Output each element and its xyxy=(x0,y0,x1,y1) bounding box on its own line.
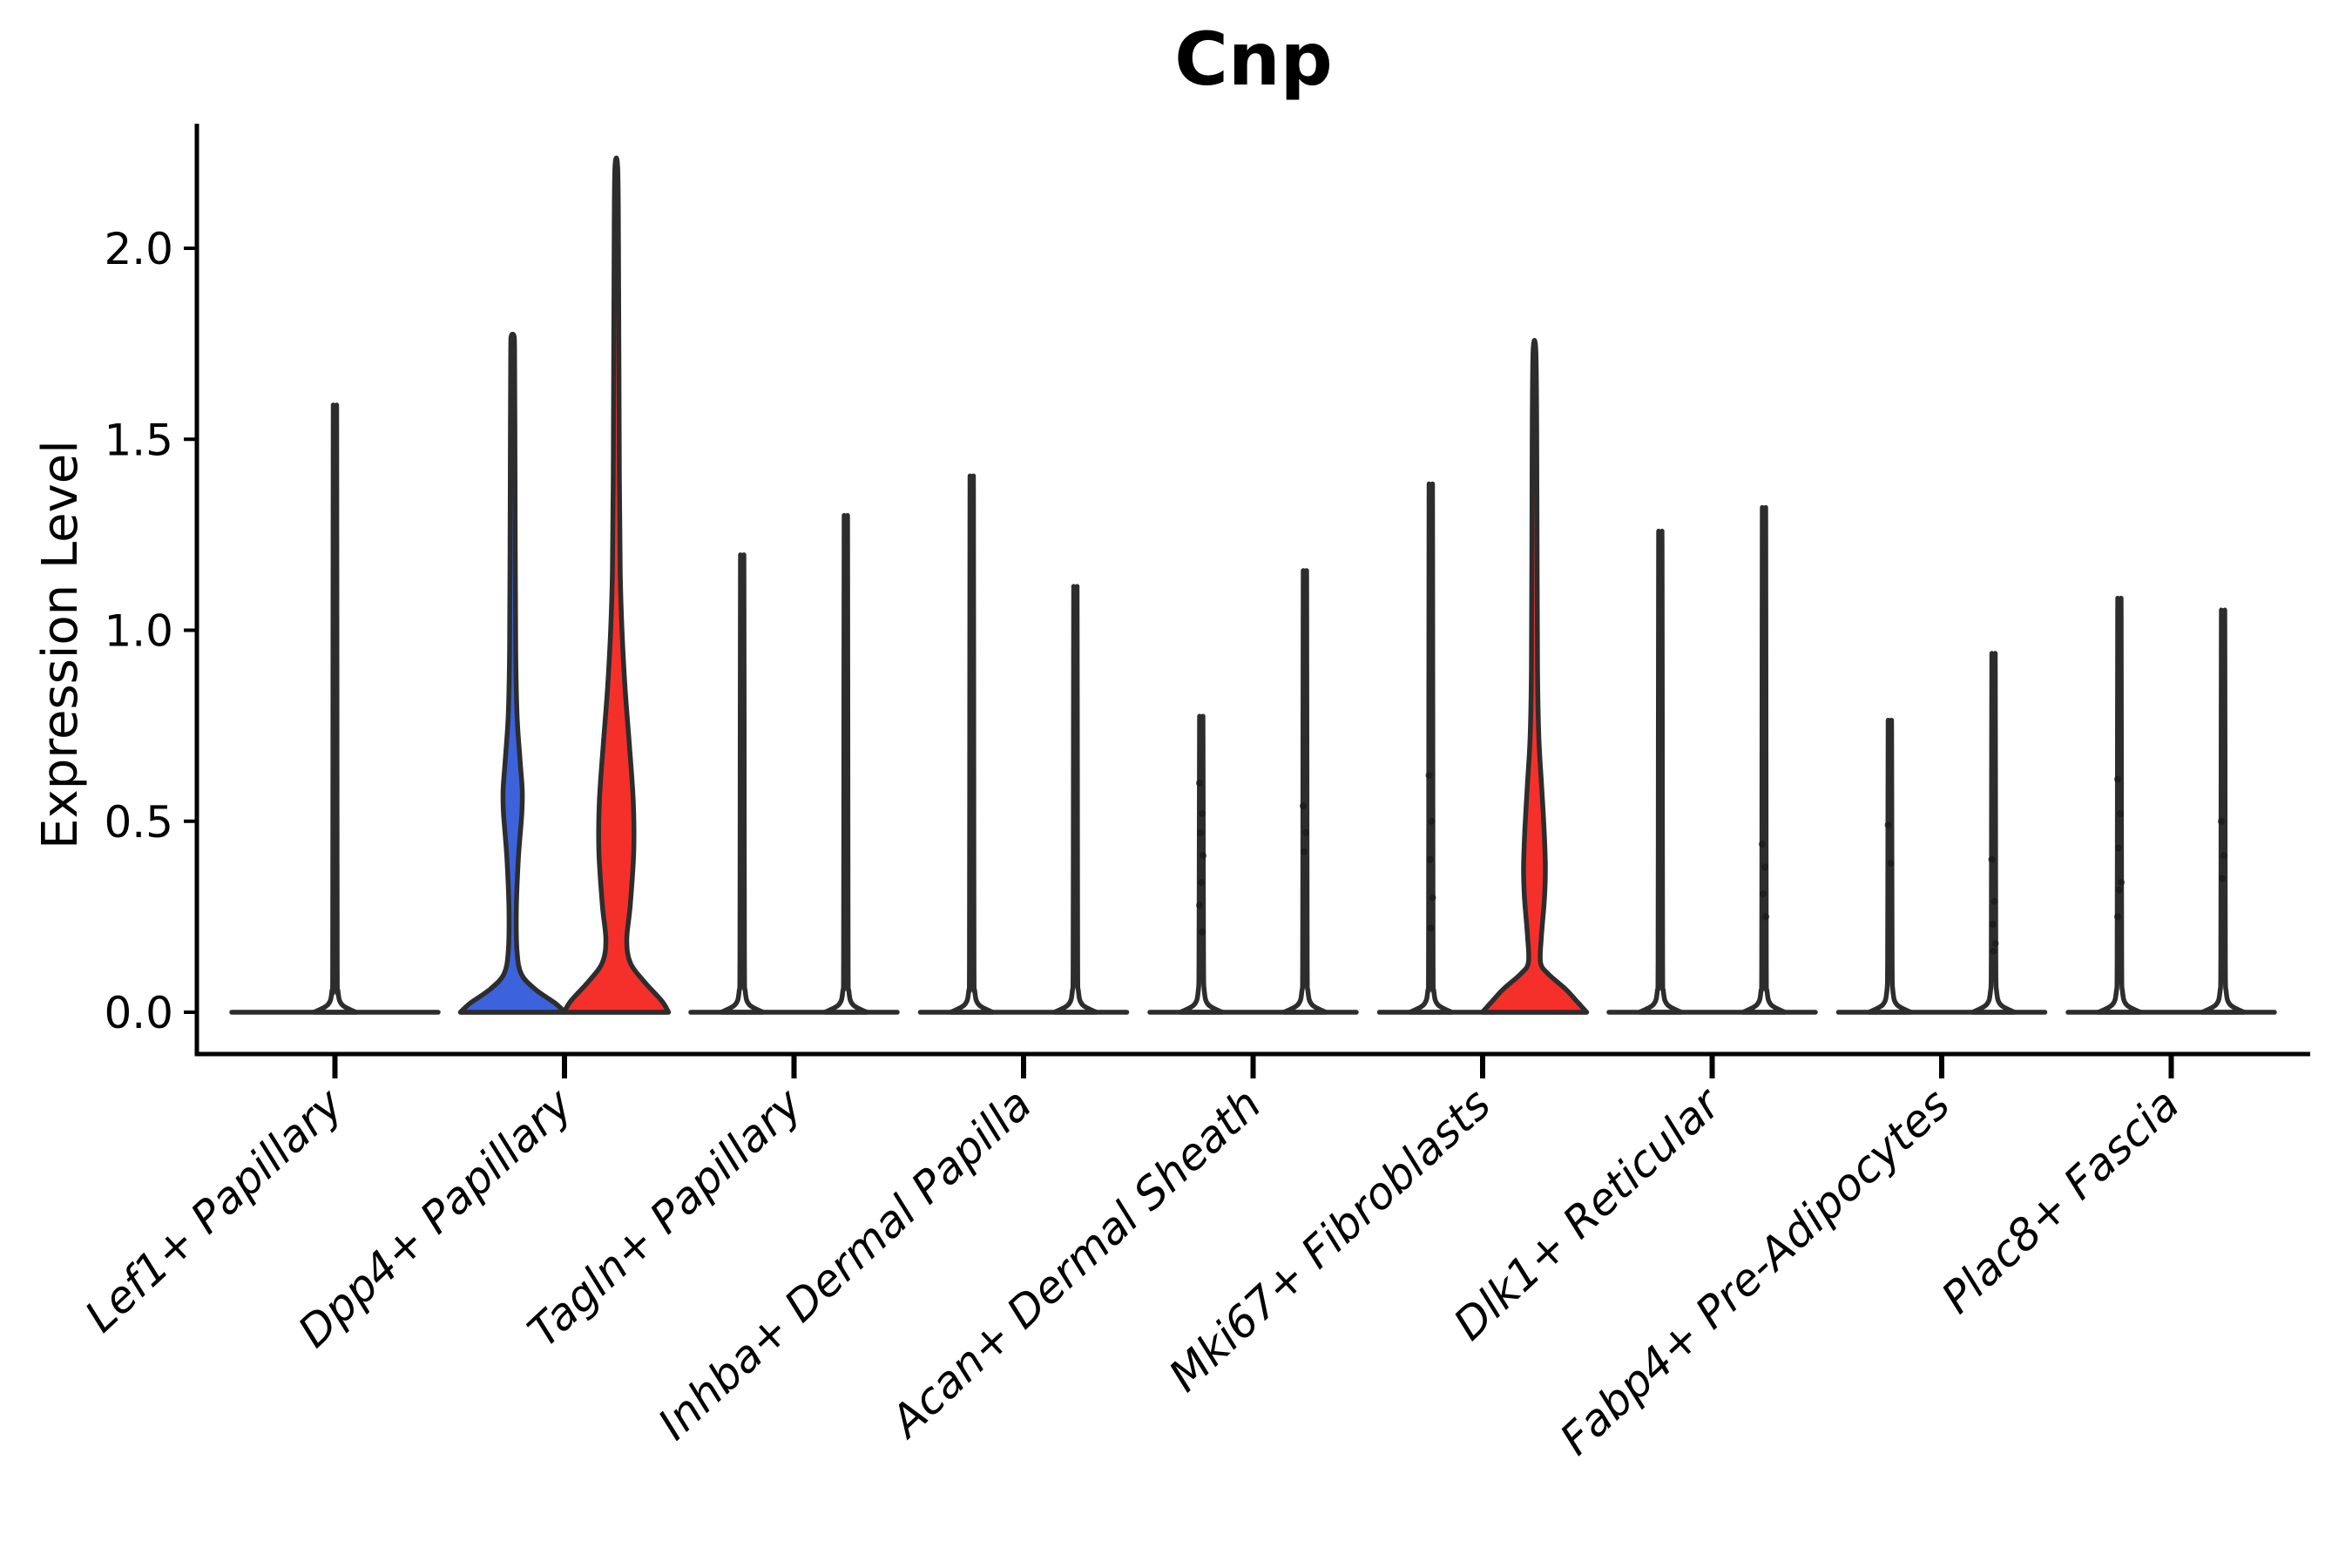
cell-dot xyxy=(1196,902,1203,909)
violin-spike xyxy=(1281,568,1328,1015)
cell-dot xyxy=(2220,852,2227,860)
x-category-label: Inhba+ Dermal Papilla xyxy=(649,1078,1042,1450)
cell-dot xyxy=(1989,921,1997,929)
cell-dot xyxy=(1762,913,1769,921)
cell-dot xyxy=(2117,809,2124,817)
cell-dot xyxy=(2116,886,2123,894)
y-tick-label: 2.0 xyxy=(104,224,173,274)
cell-dot xyxy=(1197,828,1204,836)
x-category-label: Fabp4+ Pre-Adipocytes xyxy=(1551,1078,1959,1464)
cell-dot xyxy=(1759,841,1766,848)
y-tick-label: 1.0 xyxy=(104,606,173,657)
y-tick-label: 1.5 xyxy=(104,415,173,465)
violin-spike xyxy=(1637,529,1684,1015)
violin-spike xyxy=(2200,607,2247,1015)
violin-red xyxy=(1479,338,1590,1015)
violin-spike xyxy=(1407,481,1455,1015)
violin-spike xyxy=(1178,713,1225,1015)
cell-dot xyxy=(1300,802,1307,810)
violin-spike xyxy=(311,402,359,1015)
cell-dot xyxy=(2114,775,2121,783)
violin-blue xyxy=(457,332,568,1015)
cell-dot xyxy=(2115,844,2122,852)
chart-title: Cnp xyxy=(1174,17,1333,102)
cell-dot xyxy=(2118,878,2125,886)
cell-dot xyxy=(1887,859,1895,867)
cell-dot xyxy=(1761,863,1768,871)
x-category-label: Acan+ Dermal Sheath xyxy=(880,1078,1271,1448)
violin-spike xyxy=(1970,651,2017,1015)
cell-dot xyxy=(1429,894,1436,902)
y-tick-label: 0.0 xyxy=(104,988,173,1038)
y-axis-label: Expression Level xyxy=(32,440,89,849)
violin-spike xyxy=(719,552,766,1015)
y-tick-label: 0.5 xyxy=(104,797,173,848)
cell-dot xyxy=(1200,852,1206,860)
cell-dot xyxy=(1302,828,1309,836)
violin-red xyxy=(561,155,672,1015)
cell-dot xyxy=(2218,817,2225,825)
cell-dot xyxy=(1991,940,1999,948)
cell-dot xyxy=(1428,817,1436,825)
x-category-label: Plac8+ Fascia xyxy=(1932,1078,2189,1323)
cell-dot xyxy=(1427,924,1435,932)
cell-dot xyxy=(1990,897,1998,905)
violin-spike xyxy=(948,473,996,1015)
violin-spike xyxy=(822,513,869,1015)
violin-spike xyxy=(2096,596,2143,1015)
cell-dot xyxy=(1988,855,1996,863)
violin-spike xyxy=(1740,504,1788,1015)
cell-dot xyxy=(1301,848,1308,855)
cell-dot xyxy=(1199,809,1206,817)
cell-dot xyxy=(2219,875,2226,882)
cell-dot xyxy=(1760,890,1767,898)
cell-dot xyxy=(1425,772,1433,780)
cell-dot xyxy=(1426,855,1434,863)
cell-dot xyxy=(1884,821,1892,829)
cell-dot xyxy=(1199,928,1206,936)
violin-spike xyxy=(1866,717,1914,1015)
violin-spike xyxy=(1051,584,1099,1015)
cell-dot xyxy=(2114,913,2121,921)
cell-dot xyxy=(1990,947,1997,955)
cell-dot xyxy=(1196,779,1203,787)
cell-dot xyxy=(1198,878,1205,886)
